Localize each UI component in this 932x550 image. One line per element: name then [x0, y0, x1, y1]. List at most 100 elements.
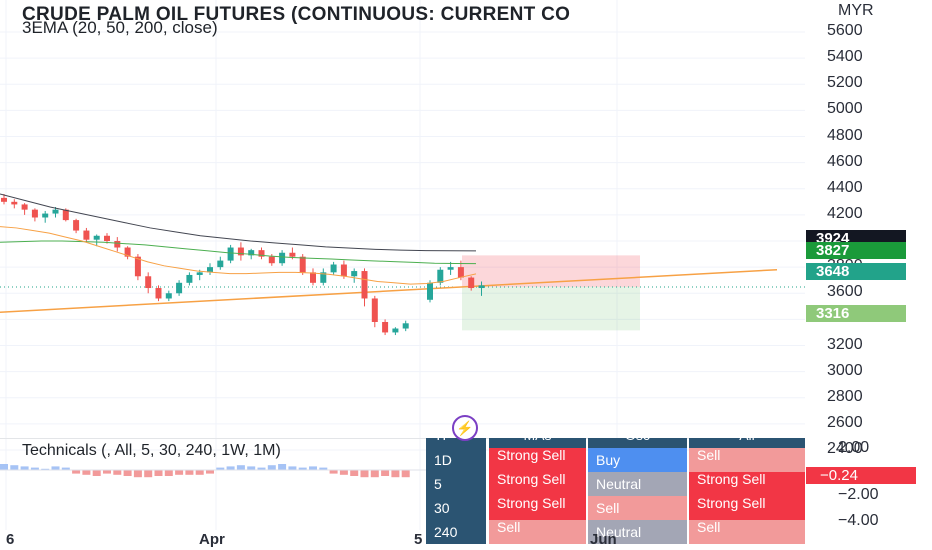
candle-body [196, 272, 203, 275]
price-label: 3200 [827, 335, 863, 353]
oscillator-bar [360, 470, 369, 478]
candle-body [1, 197, 7, 202]
price-chart[interactable] [0, 0, 805, 550]
trendline [0, 268, 778, 313]
oscillator-bar [350, 470, 359, 476]
technicals-cell-mas: Strong Sell [489, 496, 586, 520]
oscillator-bar [329, 470, 338, 474]
oscillator-bar [0, 464, 8, 470]
technicals-cell-tf: 5 [426, 472, 486, 496]
time-label: Apr [199, 531, 225, 548]
oscillator-bar [391, 470, 400, 478]
panel-separator[interactable] [0, 438, 805, 439]
oscillator-bar [154, 470, 163, 476]
oscillator-bar [185, 470, 194, 475]
technicals-cell-tf: 30 [426, 496, 486, 520]
time-label: 5 [414, 531, 423, 548]
candle-body [478, 285, 485, 289]
price-label: 5400 [827, 48, 863, 66]
take-profit-zone [462, 286, 640, 331]
oscillator-bar [82, 470, 91, 475]
price-label: 2400 [827, 440, 863, 457]
technicals-cell-osc: Buy [588, 448, 687, 472]
candle-body [437, 269, 444, 283]
candle-body [124, 247, 131, 257]
oscillator-bar [30, 467, 39, 470]
candle-body [104, 235, 110, 241]
oscillator-bar [92, 470, 101, 476]
oscillator-bar [195, 470, 204, 475]
technicals-cell-tf: 240 [426, 520, 486, 544]
candle-body [62, 209, 69, 221]
candle-body [42, 213, 49, 218]
technicals-cell-mas: Strong Sell [489, 448, 586, 472]
technicals-cell-all: Strong Sell [689, 472, 805, 496]
time-label: 6 [6, 531, 15, 548]
technicals-cell-mas: Strong Sell [489, 472, 586, 496]
oscillator-bar [339, 470, 348, 475]
oscillator-bar [103, 470, 111, 474]
oscillator-bar [206, 470, 214, 474]
oscillator-bar [72, 470, 81, 474]
oscillator-bar [216, 467, 225, 470]
oscillator-bar [381, 470, 390, 476]
price-label: 5600 [827, 22, 863, 39]
candle-body [310, 272, 316, 283]
oscillator-bar [319, 467, 328, 470]
candle-body [258, 250, 265, 257]
price-label: 4600 [827, 152, 863, 170]
candle-body [447, 267, 454, 270]
technicals-cell-osc: Neutral [588, 472, 687, 496]
candle-body [186, 274, 193, 283]
oscillator-bar [288, 466, 297, 470]
candle-body [21, 204, 28, 210]
oscillator-bar [267, 465, 276, 470]
candle-body [320, 272, 327, 283]
oscillator-label: −2.00 [838, 486, 879, 503]
price-label: 3600 [827, 283, 863, 301]
candle-body [279, 252, 286, 264]
oscillator-bar [51, 466, 60, 470]
price-label: 5000 [827, 100, 863, 118]
technicals-cell-mas: Sell [489, 520, 586, 544]
oscillator-bar [20, 466, 29, 470]
price-label: 2600 [827, 413, 863, 431]
currency-label: MYR [838, 2, 874, 19]
price-tag: 3827 [806, 242, 906, 259]
oscillator-bar [401, 470, 410, 478]
technicals-cell-osc: Sell [588, 496, 687, 520]
oscillator-bar [226, 466, 235, 470]
lightning-icon[interactable]: ⚡ [452, 415, 478, 441]
technicals-title[interactable]: Technicals (, All, 5, 30, 240, 1W, 1M) [22, 442, 281, 459]
price-tag: 3648 [806, 263, 906, 280]
oscillator-bar [370, 470, 379, 478]
candle-body [176, 282, 183, 294]
oscillator-bar [10, 465, 19, 470]
candle-body [392, 328, 399, 333]
time-label: Jun [590, 531, 617, 548]
candle-body [268, 256, 275, 264]
ema50-line [0, 240, 477, 265]
technicals-row: 30 Strong Sell Sell Strong Sell [426, 496, 805, 520]
price-label: 4400 [827, 178, 863, 196]
price-tag: 3316 [806, 305, 906, 322]
technicals-cell-all: Sell [689, 448, 805, 472]
price-label: 3000 [827, 361, 863, 379]
technicals-cell-all: Sell [689, 520, 805, 544]
candle-body [361, 271, 368, 299]
candle-body [402, 323, 409, 329]
candle-body [145, 276, 152, 289]
oscillator-bar [113, 470, 122, 475]
candle-body [457, 267, 464, 278]
technicals-row: 5 Strong Sell Neutral Strong Sell [426, 472, 805, 496]
candle-body [237, 247, 244, 256]
technicals-row: 1D Strong Sell Buy Sell [426, 448, 805, 472]
candle-body [382, 321, 389, 333]
oscillator-bar [278, 464, 287, 470]
oscillator-bar [236, 465, 245, 470]
ema-indicator-label[interactable]: 3EMA (20, 50, 200, close) [22, 18, 218, 37]
price-label: 2800 [827, 387, 863, 405]
candle-body [227, 247, 234, 261]
candle-body [207, 267, 213, 273]
